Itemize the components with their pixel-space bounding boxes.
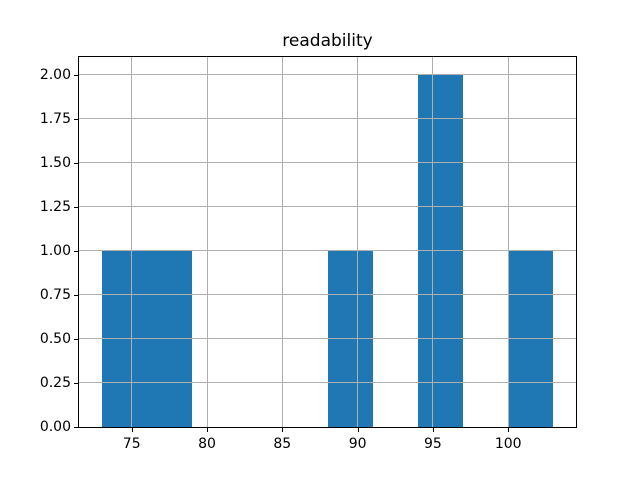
gridline-horizontal (79, 250, 576, 252)
x-tick-mark (508, 427, 510, 432)
gridline-horizontal (79, 338, 576, 340)
x-tick-label: 75 (122, 436, 141, 452)
y-tick-mark (74, 382, 79, 384)
y-tick-mark (74, 74, 79, 76)
y-tick-mark (74, 206, 79, 208)
x-tick-mark (131, 427, 133, 432)
gridline-vertical (507, 57, 509, 427)
gridline-vertical (357, 57, 359, 427)
y-tick-mark (74, 294, 79, 296)
y-tick-label: 0.00 (39, 419, 71, 435)
x-tick-mark (207, 427, 208, 432)
gridline-horizontal (79, 294, 576, 296)
x-tick-label: 85 (273, 436, 292, 452)
y-tick-label: 1.00 (39, 242, 71, 259)
x-tick-mark (282, 427, 284, 432)
x-tick-label: 90 (348, 436, 367, 452)
gridline-vertical (281, 57, 283, 427)
y-tick-label: 0.75 (39, 286, 71, 303)
x-tick-label: 80 (198, 436, 216, 452)
gridline-horizontal (79, 382, 576, 384)
y-tick-mark (74, 338, 79, 340)
y-tick-label: 0.25 (39, 374, 71, 391)
y-tick-mark (74, 118, 79, 120)
y-tick-mark (74, 162, 79, 164)
gridline-horizontal (79, 426, 576, 428)
plot-area (78, 56, 577, 428)
gridline-horizontal (79, 162, 576, 164)
y-tick-mark (74, 427, 79, 428)
gridline-horizontal (79, 74, 576, 76)
y-tick-label: 0.50 (39, 330, 71, 347)
y-tick-label: 1.50 (39, 154, 71, 171)
gridline-horizontal (79, 118, 576, 120)
x-tick-label: 95 (424, 436, 442, 452)
y-tick-mark (74, 250, 79, 252)
chart-title: readability (282, 31, 373, 51)
gridline-vertical (206, 57, 208, 427)
x-tick-mark (432, 427, 434, 432)
y-tick-label: 1.25 (39, 198, 71, 215)
x-tick-mark (357, 427, 359, 432)
gridline-horizontal (79, 206, 576, 208)
x-tick-label: 100 (494, 436, 522, 452)
y-tick-label: 1.75 (39, 110, 71, 127)
gridline-vertical (432, 57, 434, 427)
gridline-vertical (131, 57, 133, 427)
y-tick-label: 2.00 (39, 66, 71, 83)
